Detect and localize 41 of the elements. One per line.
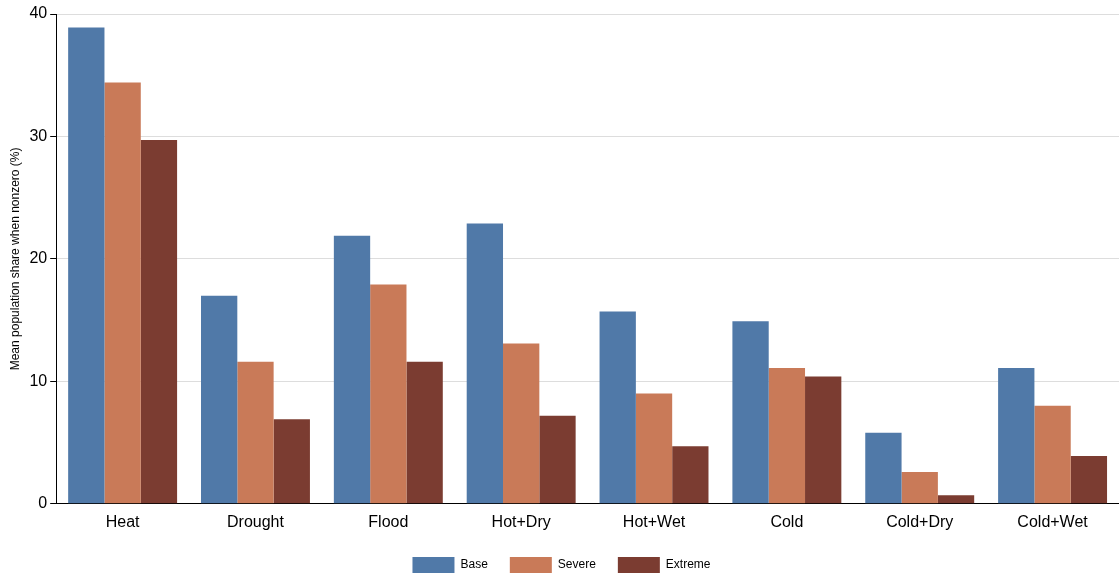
y-tick-label: 40 bbox=[29, 4, 48, 22]
x-tick-label: Flood bbox=[368, 512, 409, 530]
x-tick-label: Cold bbox=[770, 512, 804, 530]
bar bbox=[140, 140, 178, 504]
bar bbox=[1034, 405, 1071, 504]
bar bbox=[237, 361, 274, 504]
bar bbox=[333, 235, 371, 504]
bar bbox=[672, 446, 709, 504]
bar bbox=[68, 27, 105, 504]
bar bbox=[998, 367, 1035, 504]
bar bbox=[201, 295, 238, 504]
x-tick-label: Heat bbox=[105, 512, 141, 530]
bar bbox=[273, 419, 310, 504]
legend-label: Base bbox=[460, 557, 489, 572]
bar bbox=[406, 361, 443, 504]
legend-label: Extreme bbox=[665, 557, 711, 572]
y-tick-label: 0 bbox=[38, 494, 48, 512]
bar bbox=[901, 471, 938, 504]
bar bbox=[1070, 456, 1108, 504]
y-tick-label: 20 bbox=[29, 249, 48, 267]
bar bbox=[104, 82, 141, 504]
bar bbox=[503, 343, 540, 504]
x-tick-label: Cold+Dry bbox=[886, 512, 954, 530]
bar bbox=[768, 367, 806, 504]
bar bbox=[370, 284, 407, 504]
bar bbox=[635, 393, 673, 504]
bar bbox=[599, 311, 636, 504]
x-tick-label: Cold+Wet bbox=[1017, 512, 1089, 530]
bar bbox=[732, 321, 769, 504]
x-tick-label: Hot+Wet bbox=[622, 512, 686, 530]
x-tick-label: Hot+Dry bbox=[491, 512, 551, 530]
x-tick-label: Drought bbox=[227, 512, 285, 530]
y-tick-label: 30 bbox=[29, 126, 48, 144]
y-tick-label: 10 bbox=[29, 371, 48, 389]
bar bbox=[539, 415, 576, 504]
y-axis-title: Mean population share when nonzero (%) bbox=[7, 147, 22, 371]
bar bbox=[805, 376, 842, 504]
bar bbox=[937, 495, 975, 504]
legend-label: Severe bbox=[557, 557, 597, 572]
bar bbox=[466, 223, 504, 504]
bar bbox=[865, 432, 902, 504]
